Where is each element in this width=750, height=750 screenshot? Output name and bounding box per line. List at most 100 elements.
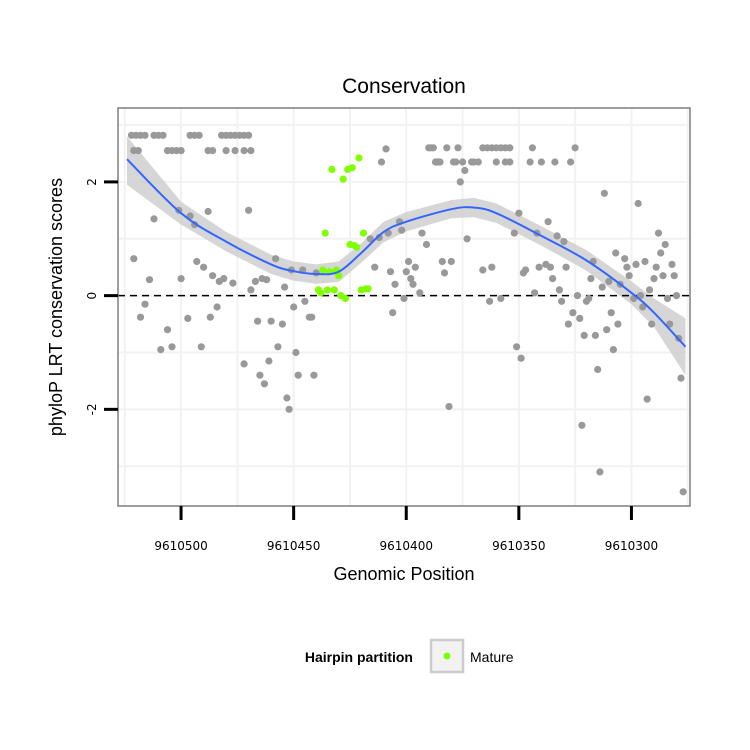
point-other (497, 294, 505, 303)
point-other (389, 309, 397, 317)
point-other (141, 300, 149, 308)
legend-title: Hairpin partition (305, 649, 413, 665)
legend-label-mature: Mature (470, 649, 514, 665)
legend: Hairpin partition Mature (305, 638, 514, 674)
point-other (594, 365, 602, 374)
point-other (274, 343, 282, 351)
point-other (263, 276, 271, 284)
point-other (231, 147, 239, 155)
point-other (213, 303, 221, 311)
point-other (567, 158, 575, 166)
point-other (220, 275, 228, 283)
point-other (206, 313, 214, 321)
point-other (445, 402, 453, 411)
point-other (209, 147, 217, 155)
point-other (506, 158, 514, 166)
point-other (546, 263, 555, 271)
point-other (623, 263, 631, 271)
point-other (603, 326, 611, 334)
point-other (537, 158, 546, 166)
point-other (247, 286, 255, 294)
point-other (400, 294, 408, 303)
point-other (578, 421, 586, 429)
point-other (634, 199, 642, 208)
point-other (513, 343, 521, 351)
point-other (159, 131, 167, 139)
point-mature (317, 289, 325, 297)
point-other (254, 317, 262, 325)
point-other (145, 276, 154, 284)
point-other (668, 260, 676, 268)
point-other (661, 240, 669, 249)
point-other (558, 297, 566, 305)
smooth-fit-line (126, 158, 687, 348)
point-other (136, 313, 145, 321)
point-other (283, 394, 291, 402)
point-other (650, 275, 658, 283)
point-other (614, 320, 622, 328)
point-mature (348, 164, 356, 172)
point-mature (323, 286, 331, 294)
point-other (666, 320, 674, 328)
point-other (247, 147, 255, 155)
point-other (416, 289, 424, 297)
y-axis-title: phyloP LRT conservation scores (46, 178, 66, 436)
point-other (407, 275, 415, 283)
point-other (184, 314, 192, 322)
point-other (436, 158, 444, 166)
point-other (256, 371, 264, 379)
y-tick-label: -2 (85, 403, 99, 415)
point-other (587, 275, 595, 283)
panel-border (117, 107, 691, 507)
point-mature (339, 175, 347, 183)
point-other (526, 158, 534, 166)
point-other (222, 147, 230, 155)
point-other (609, 346, 618, 354)
point-other (292, 348, 300, 357)
point-mature (359, 229, 368, 237)
point-other (272, 255, 280, 263)
point-other (418, 229, 426, 237)
point-other (411, 263, 419, 271)
point-other (429, 144, 437, 152)
point-other (209, 272, 217, 280)
point-other (672, 292, 681, 300)
y-tick-label: 0 (85, 292, 99, 300)
grid-lines (118, 108, 690, 506)
point-other (506, 144, 514, 152)
point-other (447, 257, 455, 266)
point-other (461, 166, 469, 175)
point-other (452, 158, 460, 166)
point-other (229, 279, 237, 287)
point-mature (321, 229, 329, 237)
point-other (474, 158, 482, 166)
point-other (402, 268, 410, 276)
scatter-points (127, 131, 687, 496)
point-other (654, 229, 663, 237)
point-other (177, 275, 185, 283)
point-other (639, 303, 647, 311)
point-other (580, 331, 588, 339)
point-other (576, 314, 584, 322)
point-other (157, 346, 165, 354)
confidence-ribbon (127, 136, 686, 376)
point-other (643, 395, 651, 403)
point-other (294, 371, 302, 379)
point-other (621, 255, 629, 263)
point-mature (353, 243, 361, 251)
point-other (510, 229, 518, 237)
point-other (281, 283, 289, 291)
point-other (544, 218, 552, 226)
point-other (632, 260, 640, 268)
point-other (285, 405, 293, 413)
point-other (535, 263, 543, 271)
point-other (607, 309, 615, 317)
point-other (193, 257, 201, 266)
point-other (366, 235, 374, 243)
point-other (492, 144, 500, 152)
point-other (648, 320, 656, 328)
point-other (531, 289, 539, 297)
point-other (443, 144, 451, 152)
point-other (679, 488, 687, 496)
point-other (517, 354, 525, 362)
